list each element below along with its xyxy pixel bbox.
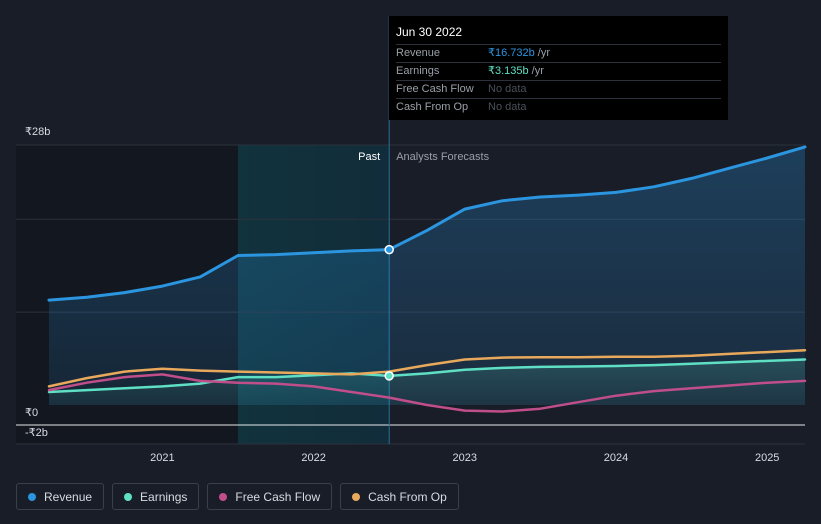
tooltip-value: ₹3.135b — [488, 65, 529, 77]
marker-earnings — [384, 371, 394, 381]
chart-legend: Revenue Earnings Free Cash Flow Cash Fro… — [16, 483, 459, 510]
y-tick-label: ₹0 — [25, 407, 38, 419]
legend-item-cash-from-op[interactable]: Cash From Op — [340, 483, 459, 510]
x-tick-label: 2021 — [150, 452, 174, 464]
past-label: Past — [358, 151, 380, 163]
tooltip-value: No data — [488, 101, 527, 113]
marker-revenue — [384, 244, 394, 255]
tooltip-row-revenue: Revenue ₹16.732b /yr — [396, 44, 721, 62]
tooltip-label: Free Cash Flow — [396, 83, 474, 95]
area-revenue — [49, 146, 805, 405]
line-earnings — [47, 358, 807, 394]
tooltip-row-free-cash-flow: Free Cash Flow No data — [396, 80, 721, 98]
legend-label: Earnings — [140, 489, 188, 504]
chart: ₹28b ₹0 -₹2b 2021 2022 2023 2024 2025 Past Analys… — [16, 16, 807, 464]
tooltip-row-cash-from-op: Cash From Op No data — [396, 98, 721, 116]
legend-item-free-cash-flow[interactable]: Free Cash Flow — [207, 483, 333, 510]
legend-label: Free Cash Flow — [235, 489, 321, 504]
tooltip-value: ₹16.732b — [488, 47, 535, 59]
tooltip-label: Cash From Op — [396, 101, 469, 113]
tooltip-unit: /yr — [531, 65, 544, 77]
forecast-label: Analysts Forecasts — [396, 151, 489, 163]
tooltip-label: Earnings — [396, 65, 440, 77]
x-tick-label: 2023 — [453, 452, 477, 464]
tooltip-unit: /yr — [537, 47, 550, 59]
tooltip-date: Jun 30 2022 — [396, 25, 463, 39]
hover-tooltip: Jun 30 2022 Revenue ₹16.732b /yr Earning… — [389, 16, 728, 120]
tooltip-label: Revenue — [396, 47, 441, 59]
legend-dot-earnings — [124, 492, 133, 501]
x-tick-label: 2024 — [604, 452, 628, 464]
line-cash-from-op — [47, 348, 807, 388]
legend-dot-cash-from-op — [352, 492, 361, 501]
line-revenue — [47, 145, 807, 302]
tooltip-value: No data — [488, 83, 527, 95]
legend-dot-revenue — [28, 492, 36, 501]
area-earnings — [49, 359, 805, 405]
legend-item-earnings[interactable]: Earnings — [112, 483, 200, 510]
legend-label: Cash From Op — [368, 489, 447, 504]
line-free-cash-flow — [47, 373, 807, 413]
legend-item-revenue[interactable]: Revenue — [16, 483, 105, 510]
y-tick-label: ₹28b — [25, 126, 50, 138]
legend-label: Revenue — [44, 489, 93, 504]
legend-dot-free-cash-flow — [219, 492, 228, 501]
tooltip-row-earnings: Earnings ₹3.135b /yr — [396, 62, 721, 80]
x-tick-label: 2025 — [755, 452, 779, 464]
x-tick-label: 2022 — [301, 452, 325, 464]
y-tick-label: -₹2b — [25, 427, 48, 439]
